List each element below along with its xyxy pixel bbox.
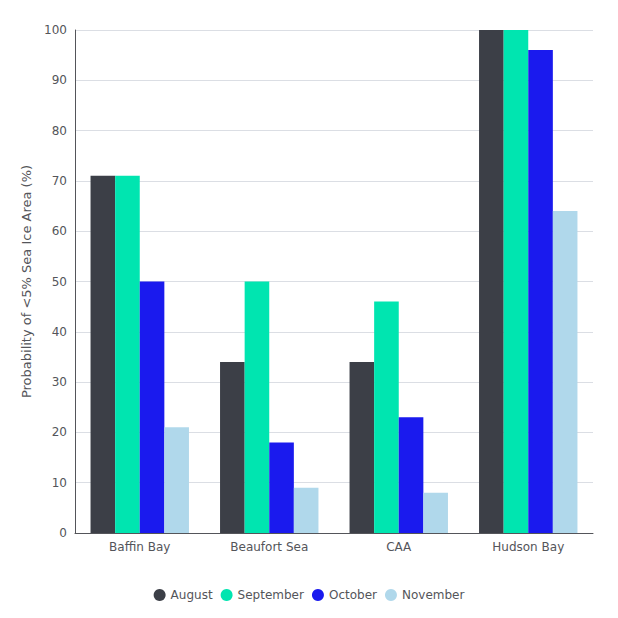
svg-text:August: August	[171, 588, 213, 602]
svg-text:10: 10	[52, 476, 67, 490]
svg-text:Hudson Bay: Hudson Bay	[492, 540, 564, 554]
svg-text:30: 30	[52, 375, 67, 389]
svg-text:70: 70	[52, 174, 67, 188]
svg-text:20: 20	[52, 425, 67, 439]
svg-text:40: 40	[52, 325, 67, 339]
svg-text:100: 100	[44, 23, 67, 37]
svg-text:Baffin Bay: Baffin Bay	[109, 540, 170, 554]
svg-text:60: 60	[52, 224, 67, 238]
svg-text:Beaufort Sea: Beaufort Sea	[230, 540, 308, 554]
svg-text:90: 90	[52, 73, 67, 87]
svg-text:September: September	[238, 588, 304, 602]
svg-text:CAA: CAA	[386, 540, 412, 554]
svg-text:November: November	[402, 588, 464, 602]
svg-text:50: 50	[52, 275, 67, 289]
svg-text:80: 80	[52, 124, 67, 138]
svg-text:Probability of <5% Sea Ice Are: Probability of <5% Sea Ice Area (%)	[19, 165, 34, 398]
svg-text:0: 0	[59, 526, 67, 540]
svg-text:October: October	[329, 588, 377, 602]
